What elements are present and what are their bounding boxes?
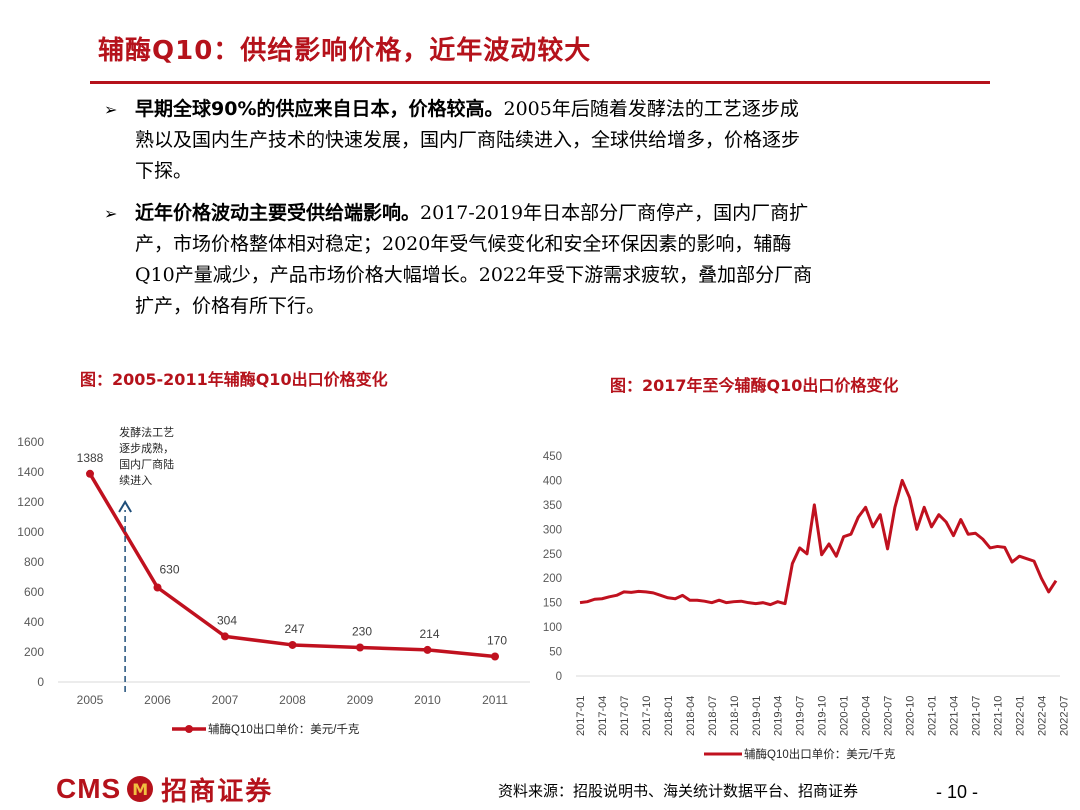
chart-2-title: 图：2017年至今辅酶Q10出口价格变化 bbox=[610, 376, 899, 395]
y-tick-label: 800 bbox=[24, 555, 44, 569]
series-line bbox=[579, 478, 1058, 607]
x-tick-label: 2017-10 bbox=[641, 696, 653, 736]
x-tick-label: 2019-07 bbox=[795, 696, 807, 736]
annotation-text: 国内厂商陆 bbox=[119, 457, 174, 471]
data-point bbox=[86, 469, 94, 478]
bullet-2-bold: 近年价格波动主要受供给端影响。 bbox=[135, 202, 421, 224]
bullet-2-line-2: 产，市场价格整体相对稳定；2020年受气候变化和安全环保因素的影响，辅酶 bbox=[135, 233, 792, 255]
x-tick-label: 2022-07 bbox=[1058, 696, 1070, 736]
x-tick-label: 2020-01 bbox=[839, 696, 851, 736]
logo-cn-text: 招商证券 bbox=[161, 776, 274, 807]
x-tick-label: 2022-04 bbox=[1036, 696, 1048, 736]
x-tick-label: 2017-04 bbox=[597, 696, 609, 736]
bullet-2-line-4: 扩产，价格有所下行。 bbox=[135, 295, 326, 317]
company-logo: CMS M 招商证券 bbox=[56, 772, 274, 807]
data-point bbox=[423, 645, 432, 654]
y-tick-label: 600 bbox=[24, 585, 44, 599]
x-tick-label: 2006 bbox=[144, 693, 171, 707]
x-tick-label: 2019-04 bbox=[773, 696, 785, 736]
bullet-1-line-3: 下探。 bbox=[135, 160, 193, 182]
x-tick-label: 2018-07 bbox=[707, 696, 719, 736]
title-divider bbox=[90, 81, 990, 84]
y-tick-label: 200 bbox=[24, 645, 44, 659]
y-tick-label: 450 bbox=[543, 451, 562, 463]
chart-1-title: 图：2005-2011年辅酶Q10出口价格变化 bbox=[80, 370, 388, 389]
data-label: 247 bbox=[284, 622, 304, 636]
data-label: 1388 bbox=[77, 451, 104, 465]
x-tick-label: 2008 bbox=[279, 693, 306, 707]
x-tick-label: 2018-04 bbox=[685, 696, 697, 736]
arrow-bullet-icon: ➢ bbox=[104, 100, 118, 119]
x-tick-label: 2005 bbox=[77, 693, 104, 707]
data-point bbox=[491, 652, 499, 661]
x-tick-label: 2017-07 bbox=[619, 696, 631, 736]
data-label: 170 bbox=[487, 634, 507, 648]
legend-label: 辅酶Q10出口单价：美元/千克 bbox=[744, 747, 896, 761]
bullet-1: ➢ 早期全球90%的供应来自日本，价格较高。2005年后随着发酵法的工艺逐步成 … bbox=[104, 94, 984, 187]
arrow-bullet-icon: ➢ bbox=[104, 204, 118, 223]
y-tick-label: 150 bbox=[543, 598, 562, 610]
y-tick-label: 250 bbox=[543, 549, 562, 561]
bullet-2: ➢ 近年价格波动主要受供给端影响。2017-2019年日本部分厂商停产，国内厂商… bbox=[104, 198, 984, 322]
y-tick-label: 100 bbox=[543, 622, 562, 634]
x-tick-label: 2010 bbox=[414, 693, 441, 707]
logo-text: CMS bbox=[56, 773, 122, 804]
annotation-text: 续进入 bbox=[119, 473, 152, 487]
y-tick-label: 50 bbox=[549, 647, 562, 659]
data-label: 304 bbox=[217, 613, 237, 627]
page-number: - 10 - bbox=[936, 782, 979, 802]
y-tick-label: 1200 bbox=[17, 495, 44, 509]
x-tick-label: 2020-04 bbox=[861, 696, 873, 736]
y-tick-label: 400 bbox=[543, 475, 562, 487]
chart-2005-2011: 0 200 400 600 800 1000 1200 1400 1600 2005 2006 200… bbox=[17, 425, 530, 736]
x-tick-label: 2021-04 bbox=[948, 696, 960, 736]
y-tick-label: 0 bbox=[556, 671, 562, 683]
y-tick-label: 350 bbox=[543, 500, 562, 512]
x-tick-label: 2019-01 bbox=[751, 696, 763, 736]
bullet-1-line-1: 2005年后随着发酵法的工艺逐步成 bbox=[503, 98, 799, 120]
chart-2017-present: 0 50 100 150 200 250 300 350 400 450 2017-01 2017-0… bbox=[543, 451, 1071, 761]
y-tick-label: 300 bbox=[543, 524, 562, 536]
bullet-1-bold: 早期全球90%的供应来自日本，价格较高。 bbox=[135, 98, 504, 120]
y-tick-label: 400 bbox=[24, 615, 44, 629]
x-tick-label: 2021-01 bbox=[927, 696, 939, 736]
legend-marker bbox=[185, 725, 193, 733]
x-tick-label: 2007 bbox=[212, 693, 239, 707]
y-tick-label: 1600 bbox=[17, 435, 44, 449]
data-point bbox=[221, 632, 229, 641]
x-tick-label: 2020-07 bbox=[883, 696, 895, 736]
y-tick-label: 200 bbox=[543, 573, 562, 585]
bullet-2-line-1: 2017-2019年日本部分厂商停产，国内厂商扩 bbox=[420, 202, 809, 224]
x-tick-label: 2017-01 bbox=[575, 696, 587, 736]
data-label: 230 bbox=[352, 625, 372, 639]
page-title: 辅酶Q10：供给影响价格，近年波动较大 bbox=[98, 36, 592, 66]
annotation-text: 发酵法工艺 bbox=[119, 425, 174, 439]
legend-label: 辅酶Q10出口单价：美元/千克 bbox=[208, 722, 360, 736]
annotation-arrowhead-icon bbox=[118, 500, 132, 513]
y-tick-label: 0 bbox=[37, 675, 44, 689]
data-point bbox=[288, 640, 297, 649]
bullet-2-line-3: Q10产量减少，产品市场价格大幅增长。2022年受下游需求疲软，叠加部分厂商 bbox=[135, 264, 813, 286]
x-tick-label: 2018-01 bbox=[663, 696, 675, 736]
data-point bbox=[153, 583, 162, 592]
x-tick-label: 2011 bbox=[482, 693, 508, 707]
logo-mark-icon: M bbox=[127, 776, 154, 802]
annotation-text: 逐步成熟， bbox=[119, 441, 174, 455]
bullet-1-line-2: 熟以及国内生产技术的快速发展，国内厂商陆续进入，全球供给增多，价格逐步 bbox=[135, 129, 801, 151]
x-tick-label: 2009 bbox=[347, 693, 374, 707]
data-point bbox=[356, 643, 364, 652]
x-tick-label: 2020-10 bbox=[905, 696, 917, 736]
data-label: 630 bbox=[159, 563, 179, 577]
x-tick-label: 2018-10 bbox=[729, 696, 741, 736]
y-tick-label: 1000 bbox=[17, 525, 44, 539]
y-tick-label: 1400 bbox=[17, 465, 44, 479]
x-tick-label: 2022-01 bbox=[1014, 696, 1026, 736]
source-note: 资料来源：招股说明书、海关统计数据平台、招商证券 bbox=[498, 782, 859, 800]
x-tick-label: 2019-10 bbox=[817, 696, 829, 736]
x-tick-label: 2021-10 bbox=[992, 696, 1004, 736]
data-label: 214 bbox=[419, 627, 439, 641]
x-tick-label: 2021-07 bbox=[970, 696, 982, 736]
